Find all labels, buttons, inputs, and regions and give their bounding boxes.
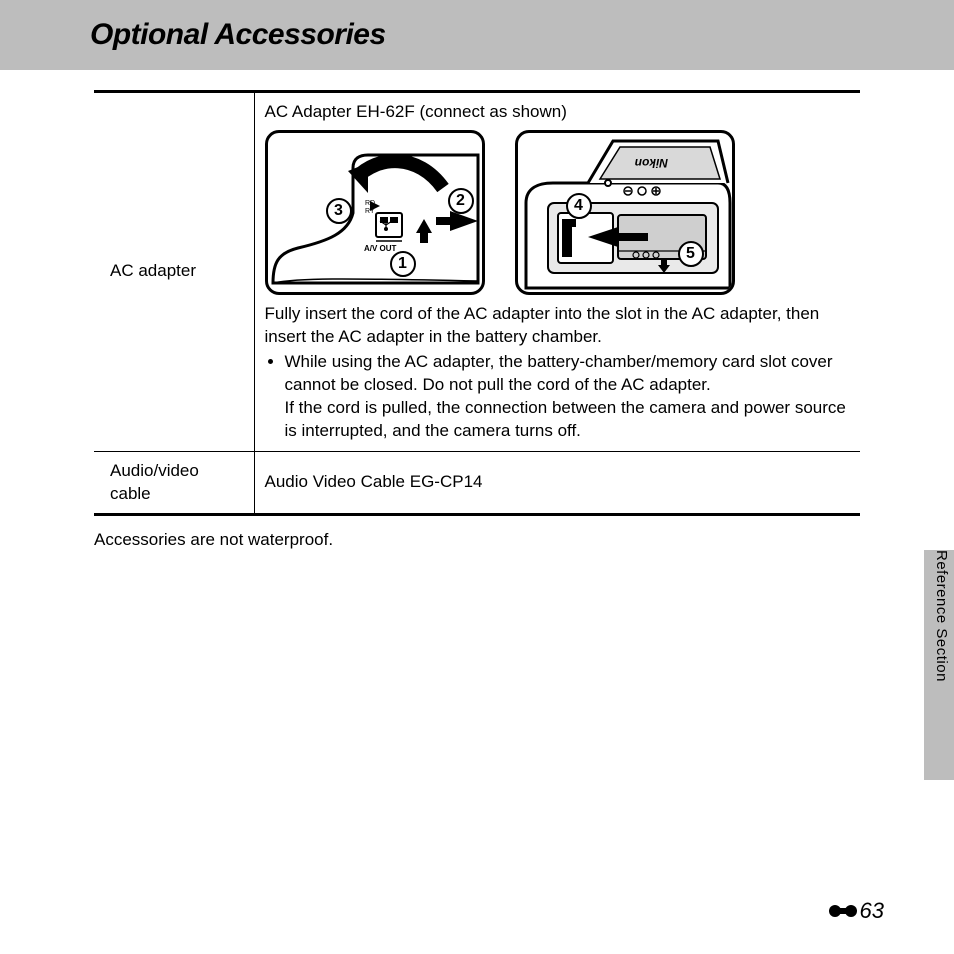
reference-icon — [828, 902, 858, 920]
ac-adapter-bullet-1-cont: If the cord is pulled, the connection be… — [285, 397, 851, 443]
illustration-b-svg: Nikon — [518, 133, 735, 295]
illustration-a: RD RY A/V OUT 1 2 3 — [265, 130, 485, 295]
ac-adapter-bullet-1: While using the AC adapter, the battery-… — [285, 351, 851, 443]
side-tab-label: Reference Section — [933, 550, 950, 682]
header-band: Optional Accessories — [0, 0, 954, 70]
callout-2: 2 — [448, 188, 474, 214]
cell-av-cable-label: Audio/video cable — [94, 451, 254, 515]
illus-a-ry: RY — [365, 208, 375, 215]
cell-ac-adapter-content: AC Adapter EH-62F (connect as shown) — [254, 92, 860, 452]
ac-adapter-heading: AC Adapter EH-62F (connect as shown) — [265, 101, 851, 124]
illustration-b: Nikon — [515, 130, 735, 295]
illustration-row: RD RY A/V OUT 1 2 3 — [265, 130, 851, 295]
page-number: 63 — [828, 898, 884, 924]
cell-ac-adapter-label: AC adapter — [94, 92, 254, 452]
callout-4: 4 — [566, 193, 592, 219]
row-ac-adapter: AC adapter AC Adapter EH-62F (connect as… — [94, 92, 860, 452]
accessories-table: AC adapter AC Adapter EH-62F (connect as… — [94, 90, 860, 516]
page-title: Optional Accessories — [90, 18, 954, 52]
row-av-cable: Audio/video cable Audio Video Cable EG-C… — [94, 451, 860, 515]
illus-b-brand: Nikon — [634, 156, 667, 170]
ac-adapter-bullets: While using the AC adapter, the battery-… — [265, 351, 851, 443]
callout-5: 5 — [678, 241, 704, 267]
ac-adapter-bullet-1-text: While using the AC adapter, the battery-… — [285, 352, 833, 394]
content-area: AC adapter AC Adapter EH-62F (connect as… — [0, 90, 954, 550]
illus-a-avout: A/V OUT — [364, 244, 397, 253]
illus-a-rd: RD — [365, 200, 375, 207]
footnote: Accessories are not waterproof. — [94, 530, 860, 550]
ac-adapter-desc: Fully insert the cord of the AC adapter … — [265, 303, 851, 349]
callout-3: 3 — [326, 198, 352, 224]
page-number-text: 63 — [860, 898, 884, 924]
cell-av-cable-value: Audio Video Cable EG-CP14 — [254, 451, 860, 515]
illustration-a-svg: RD RY A/V OUT — [268, 133, 485, 295]
callout-1: 1 — [390, 251, 416, 277]
